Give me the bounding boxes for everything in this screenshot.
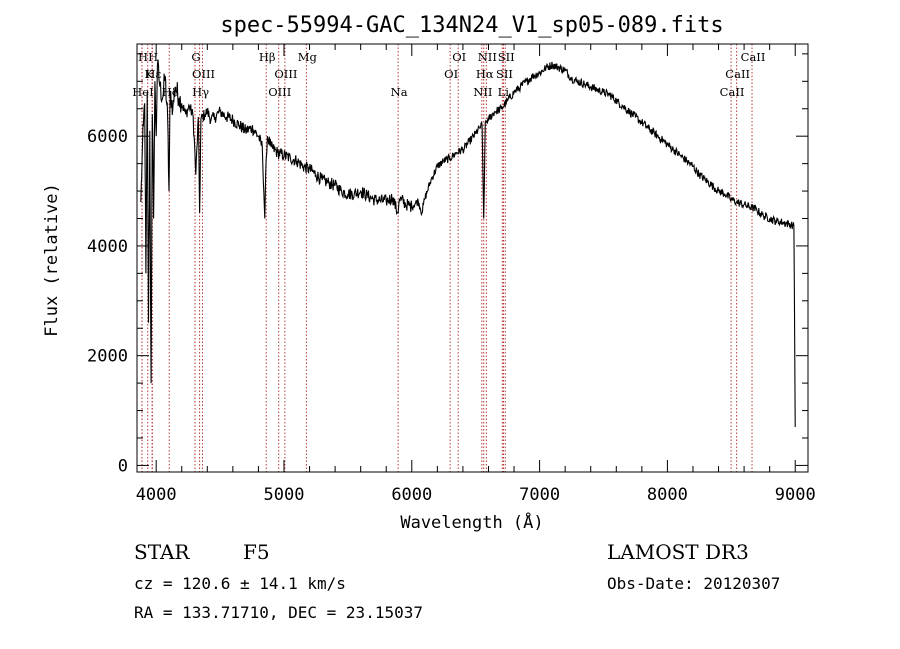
line-label: OI — [452, 50, 466, 64]
y-tick-label: 6000 — [87, 127, 128, 147]
line-label: Na — [391, 85, 408, 99]
axis-ticks: 4000 5000 6000 7000 8000 9000 0 2000 4000 6000 — [87, 44, 816, 505]
line-label: HeI — [132, 85, 153, 99]
line-label: OIII — [192, 67, 215, 81]
object-class: STAR — [134, 540, 190, 564]
line-label: Li — [498, 85, 510, 99]
line-label: SII — [498, 50, 515, 64]
y-tick-label: 2000 — [87, 347, 128, 367]
y-tick-label: 0 — [118, 456, 128, 476]
line-label: CaII — [741, 50, 766, 64]
spectral-line-markers — [141, 44, 753, 472]
x-tick-label: 7000 — [519, 485, 560, 505]
line-label: NII — [478, 50, 497, 64]
x-tick-label: 5000 — [264, 485, 305, 505]
line-label: Hε — [145, 67, 161, 81]
line-label: OI — [444, 67, 458, 81]
x-tick-label: 8000 — [647, 485, 688, 505]
line-label: K — [144, 67, 153, 81]
y-tick-label: 4000 — [87, 237, 128, 257]
observation-date: Obs-Date: 20120307 — [607, 574, 781, 593]
line-label: H — [148, 50, 158, 64]
spectrum-line — [140, 59, 796, 428]
survey-name: LAMOST DR3 — [607, 540, 749, 564]
line-label: G — [191, 50, 200, 64]
spectral-subclass: F5 — [243, 540, 270, 564]
line-label: CaII — [725, 67, 750, 81]
line-label: Mg — [298, 50, 318, 64]
line-label: OIII — [268, 85, 291, 99]
line-label: SII — [496, 67, 513, 81]
chart-title: spec-55994-GAC_134N24_V1_sp05-089.fits — [220, 13, 723, 38]
redshift-cz: cz = 120.6 ± 14.1 km/s — [134, 574, 346, 593]
plot-frame — [136, 43, 809, 473]
x-tick-label: 6000 — [391, 485, 432, 505]
line-label: H — [138, 50, 148, 64]
spectrum-series — [140, 59, 796, 428]
line-label: Hα — [476, 67, 494, 81]
x-axis-label: Wavelength (Å) — [400, 511, 543, 533]
coordinates: RA = 133.71710, DEC = 23.15037 — [134, 603, 423, 622]
x-tick-label: 4000 — [136, 485, 177, 505]
line-label: CaII — [720, 85, 745, 99]
x-tick-label: 9000 — [775, 485, 816, 505]
line-label: Hβ — [259, 50, 276, 64]
line-label: Hδ — [162, 85, 179, 99]
line-label: NII — [473, 85, 492, 99]
line-label: Hγ — [192, 85, 209, 99]
y-axis-label: Flux (relative) — [42, 183, 62, 337]
line-label: OIII — [274, 67, 297, 81]
